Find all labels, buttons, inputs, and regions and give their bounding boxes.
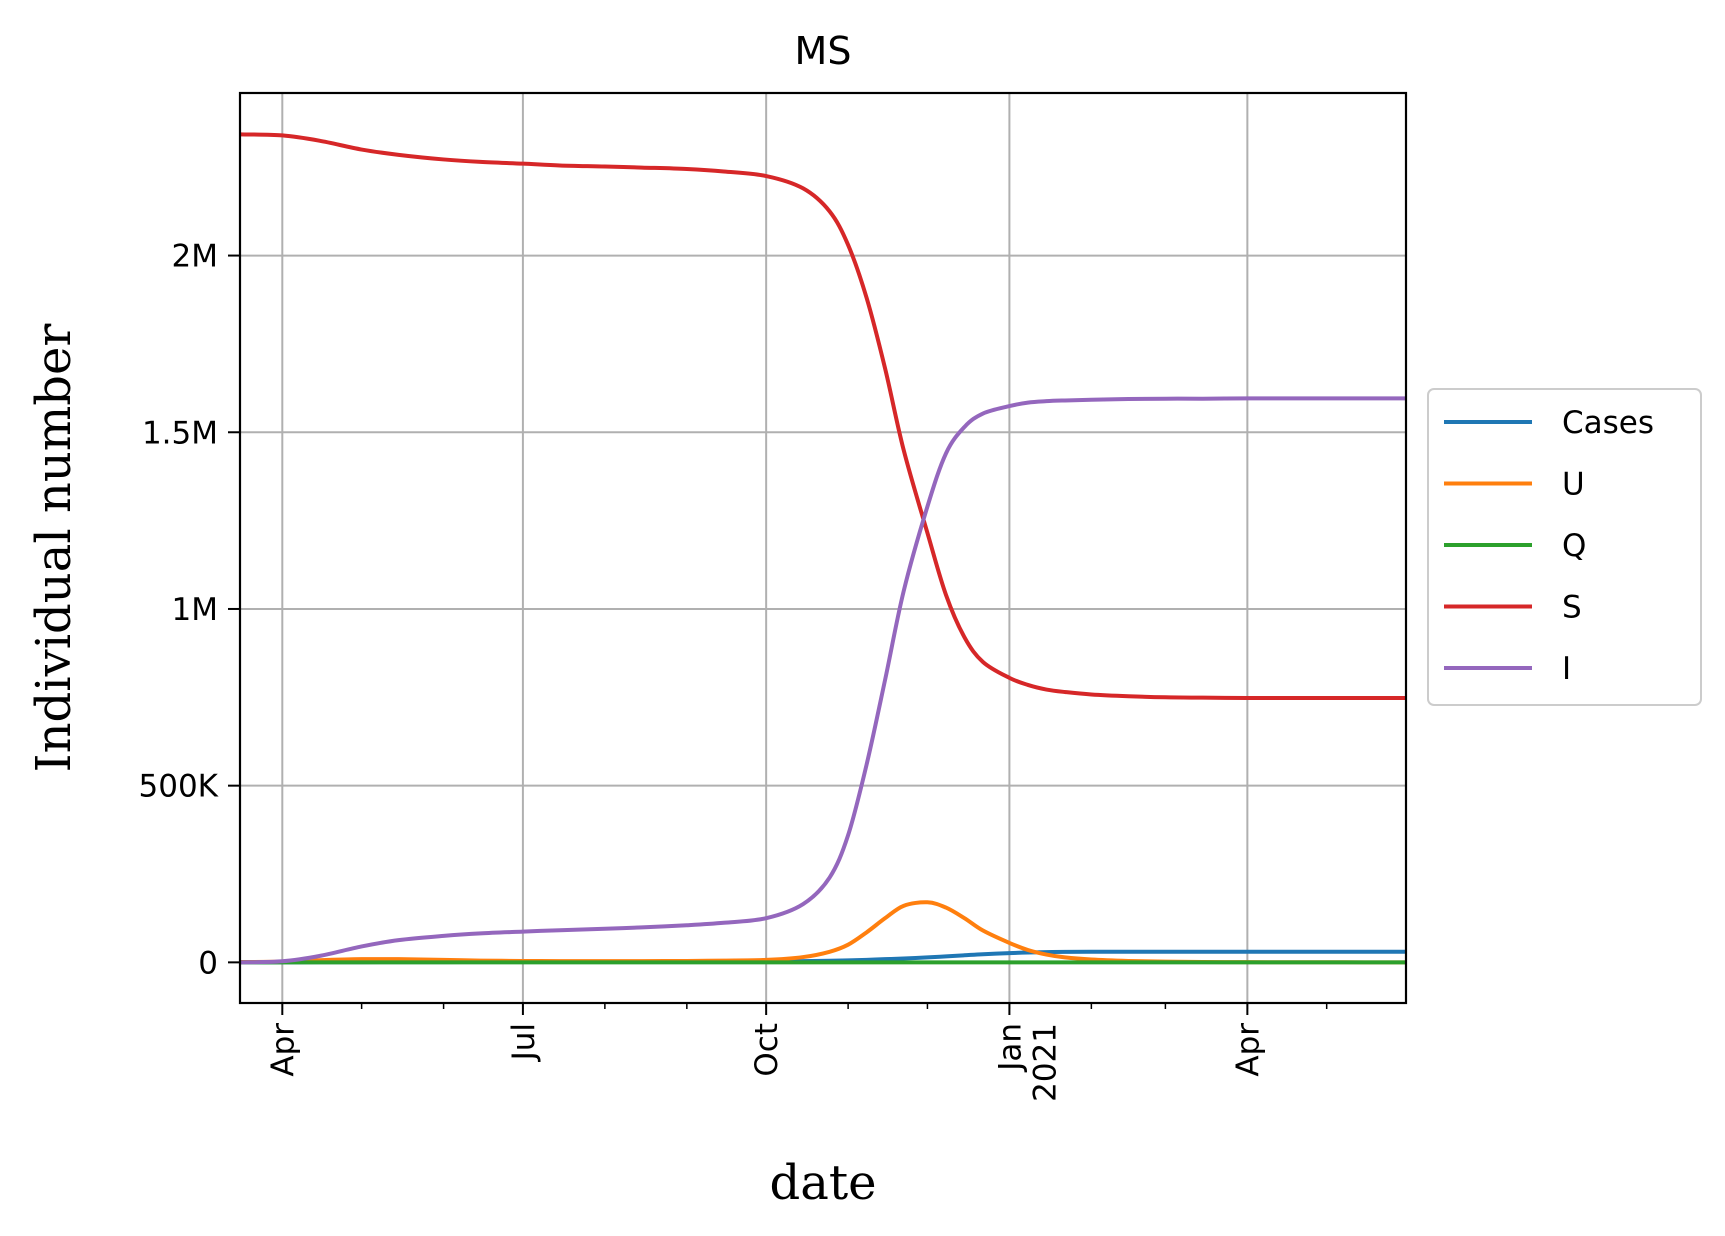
legend-frame [1427,388,1702,706]
legend-label-s: S [1562,590,1582,626]
x-tick-label-year: 2021 [1027,1023,1063,1102]
y-tick-label: 500K [139,769,219,805]
x-tick-label: Jul [506,1023,542,1062]
x-tick-label: Jan [992,1023,1028,1073]
series-lines [240,132,1406,965]
y-axis: 0 500K 1M 1.5M 2M [139,239,240,981]
series-line-i [240,396,1406,965]
plot-frame [238,91,1408,1005]
y-tick-label: 2M [172,239,218,275]
x-tick-label: Apr [265,1023,301,1077]
y-tick-label: 0 [198,945,218,981]
x-axis: Apr Jul Oct Jan 2021 Apr [265,1003,1328,1102]
y-tick-label: 1.5M [142,415,218,451]
series-line-s [240,132,1406,701]
x-tick-label: Apr [1230,1023,1266,1077]
y-tick-label: 1M [172,592,218,628]
x-tick-label: Oct [749,1023,785,1077]
x-axis-label: date [769,1155,876,1211]
legend-label-q: Q [1562,528,1586,564]
y-axis-label: Individual number [26,324,82,773]
legend-label-u: U [1562,467,1585,503]
plot-area [240,132,1406,965]
chart-title: MS [795,29,852,73]
legend-label-cases: Cases [1562,405,1654,441]
legend-label-i: I [1562,651,1571,687]
